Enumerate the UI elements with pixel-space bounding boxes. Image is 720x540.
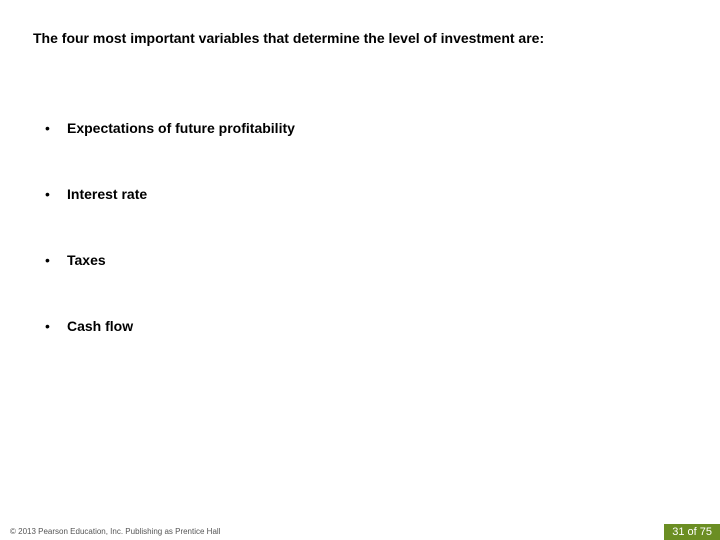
slide: The four most important variables that d…	[0, 0, 720, 540]
list-item: Cash flow	[45, 318, 295, 334]
slide-title: The four most important variables that d…	[33, 30, 544, 46]
list-item: Expectations of future profitability	[45, 120, 295, 136]
copyright-text: © 2013 Pearson Education, Inc. Publishin…	[10, 527, 220, 536]
page-number: 31 of 75	[664, 524, 720, 540]
bullet-list: Expectations of future profitability Int…	[45, 120, 295, 384]
list-item: Taxes	[45, 252, 295, 268]
list-item: Interest rate	[45, 186, 295, 202]
footer: © 2013 Pearson Education, Inc. Publishin…	[0, 522, 720, 540]
